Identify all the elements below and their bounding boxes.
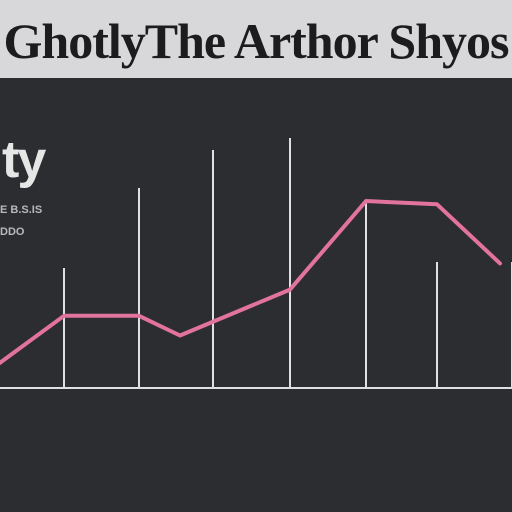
vertical-grid-lines <box>63 138 512 388</box>
title-band <box>0 0 512 78</box>
y-axis-label-1: E B.S.IS <box>0 204 43 216</box>
y-axis-label-2: DDO <box>0 226 25 238</box>
series-line <box>0 199 502 366</box>
chart-subtitle: ty <box>2 131 46 189</box>
chart-title: GhotlyThe Arthor Shyos <box>3 13 510 69</box>
